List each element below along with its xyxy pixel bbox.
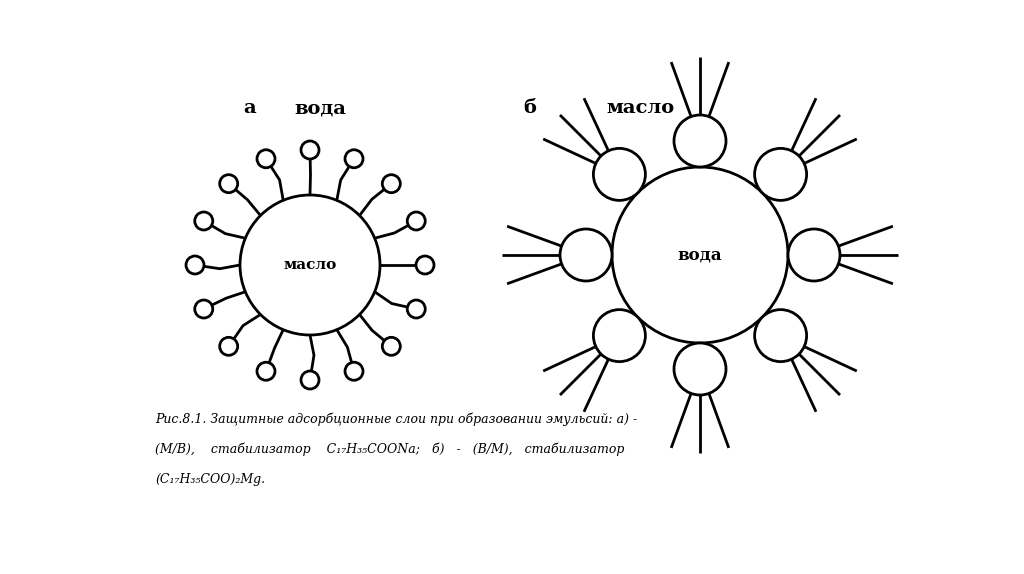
- Circle shape: [408, 300, 425, 318]
- Circle shape: [416, 256, 434, 274]
- Circle shape: [593, 309, 645, 362]
- Text: вода: вода: [294, 99, 346, 117]
- Text: масло: масло: [606, 99, 674, 117]
- Circle shape: [788, 229, 840, 281]
- Circle shape: [593, 149, 645, 200]
- Circle shape: [408, 212, 425, 230]
- Circle shape: [257, 150, 275, 168]
- Circle shape: [612, 167, 788, 343]
- Circle shape: [220, 174, 238, 193]
- Text: Рис.8.1. Защитные адсорбционные слои при образовании эмульсий: а) -: Рис.8.1. Защитные адсорбционные слои при…: [155, 413, 637, 426]
- Circle shape: [195, 300, 213, 318]
- Circle shape: [195, 212, 213, 230]
- Circle shape: [301, 141, 319, 159]
- Text: б: б: [523, 99, 537, 117]
- Circle shape: [674, 343, 726, 395]
- Text: масло: масло: [284, 258, 337, 272]
- Circle shape: [186, 256, 204, 274]
- Circle shape: [345, 150, 364, 168]
- Circle shape: [674, 115, 726, 167]
- Text: вода: вода: [678, 246, 722, 263]
- Circle shape: [301, 371, 319, 389]
- Circle shape: [257, 362, 275, 380]
- Circle shape: [560, 229, 612, 281]
- Circle shape: [382, 338, 400, 355]
- Circle shape: [345, 362, 364, 380]
- Circle shape: [755, 309, 807, 362]
- Text: (C₁₇H₃₅COO)₂Mg.: (C₁₇H₃₅COO)₂Mg.: [155, 473, 265, 486]
- Circle shape: [220, 338, 238, 355]
- Circle shape: [240, 195, 380, 335]
- Circle shape: [755, 149, 807, 200]
- Text: a: a: [244, 99, 256, 117]
- Text: (М/В),    стабилизатор    C₁₇H₃₅COONa;   б)   -   (В/М),   стабилизатор: (М/В), стабилизатор C₁₇H₃₅COONa; б) - (В…: [155, 443, 625, 456]
- Circle shape: [382, 174, 400, 193]
